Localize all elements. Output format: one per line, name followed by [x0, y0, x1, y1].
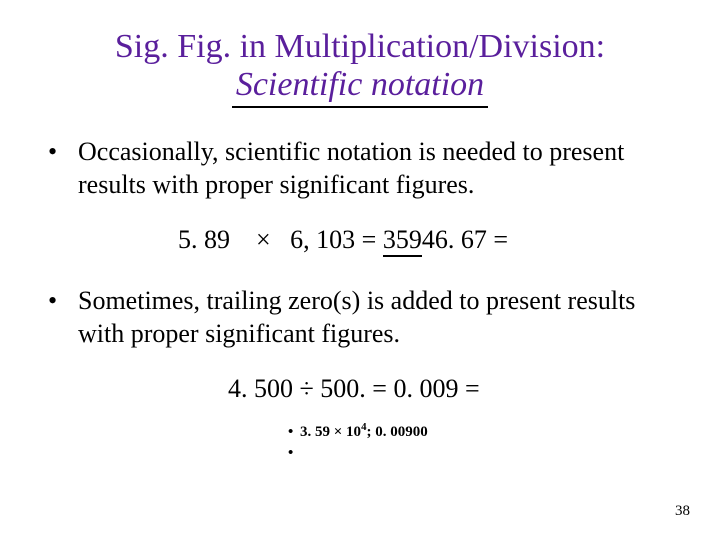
ans1-prefix: 3. 59 × 10 [300, 424, 361, 440]
eq2-eq: = [372, 374, 387, 403]
eq1-op: × [256, 225, 271, 254]
eq1-eq: = [362, 225, 377, 254]
eq1-result-rest: 46. 67 [422, 225, 487, 254]
bullet-marker: • [48, 136, 78, 169]
eq1-a: 5. 89 [178, 225, 230, 254]
answer-bullet: • [288, 443, 300, 464]
slide-body: • Occasionally, scientific notation is n… [0, 108, 720, 464]
answer-line-2: • [288, 443, 672, 464]
title-block: Sig. Fig. in Multiplication/Division: Sc… [0, 0, 720, 108]
bullet-item: • Sometimes, trailing zero(s) is added t… [48, 285, 672, 350]
bullet-text: Sometimes, trailing zero(s) is added to … [78, 285, 672, 350]
eq2-a: 4. 500 [228, 374, 293, 403]
answer-bullet: • [288, 422, 300, 443]
title-line-2: Scientific notation [232, 66, 488, 108]
page-number: 38 [675, 503, 690, 520]
equation-2: 4. 500 ÷ 500. = 0. 009 = [48, 374, 672, 404]
eq1-trailing: = [493, 225, 508, 254]
bullet-item: • Occasionally, scientific notation is n… [48, 136, 672, 201]
eq1-result-sig: 359 [383, 225, 422, 257]
equation-1: 5. 89 × 6, 103 = 35946. 67 = [48, 225, 672, 255]
eq2-op: ÷ [300, 374, 314, 403]
answers-block: • 3. 59 × 104; 0. 00900 • [48, 422, 672, 464]
bullet-text: Occasionally, scientific notation is nee… [78, 136, 672, 201]
ans1-suffix: ; 0. 00900 [366, 424, 427, 440]
bullet-marker: • [48, 285, 78, 318]
eq1-b: 6, 103 [290, 225, 355, 254]
answer-line-1: • 3. 59 × 104; 0. 00900 [288, 422, 672, 443]
eq2-trailing: = [465, 374, 480, 403]
title-line-1: Sig. Fig. in Multiplication/Division: [0, 28, 720, 66]
eq2-b: 500. [320, 374, 366, 403]
eq2-result: 0. 009 [393, 374, 458, 403]
